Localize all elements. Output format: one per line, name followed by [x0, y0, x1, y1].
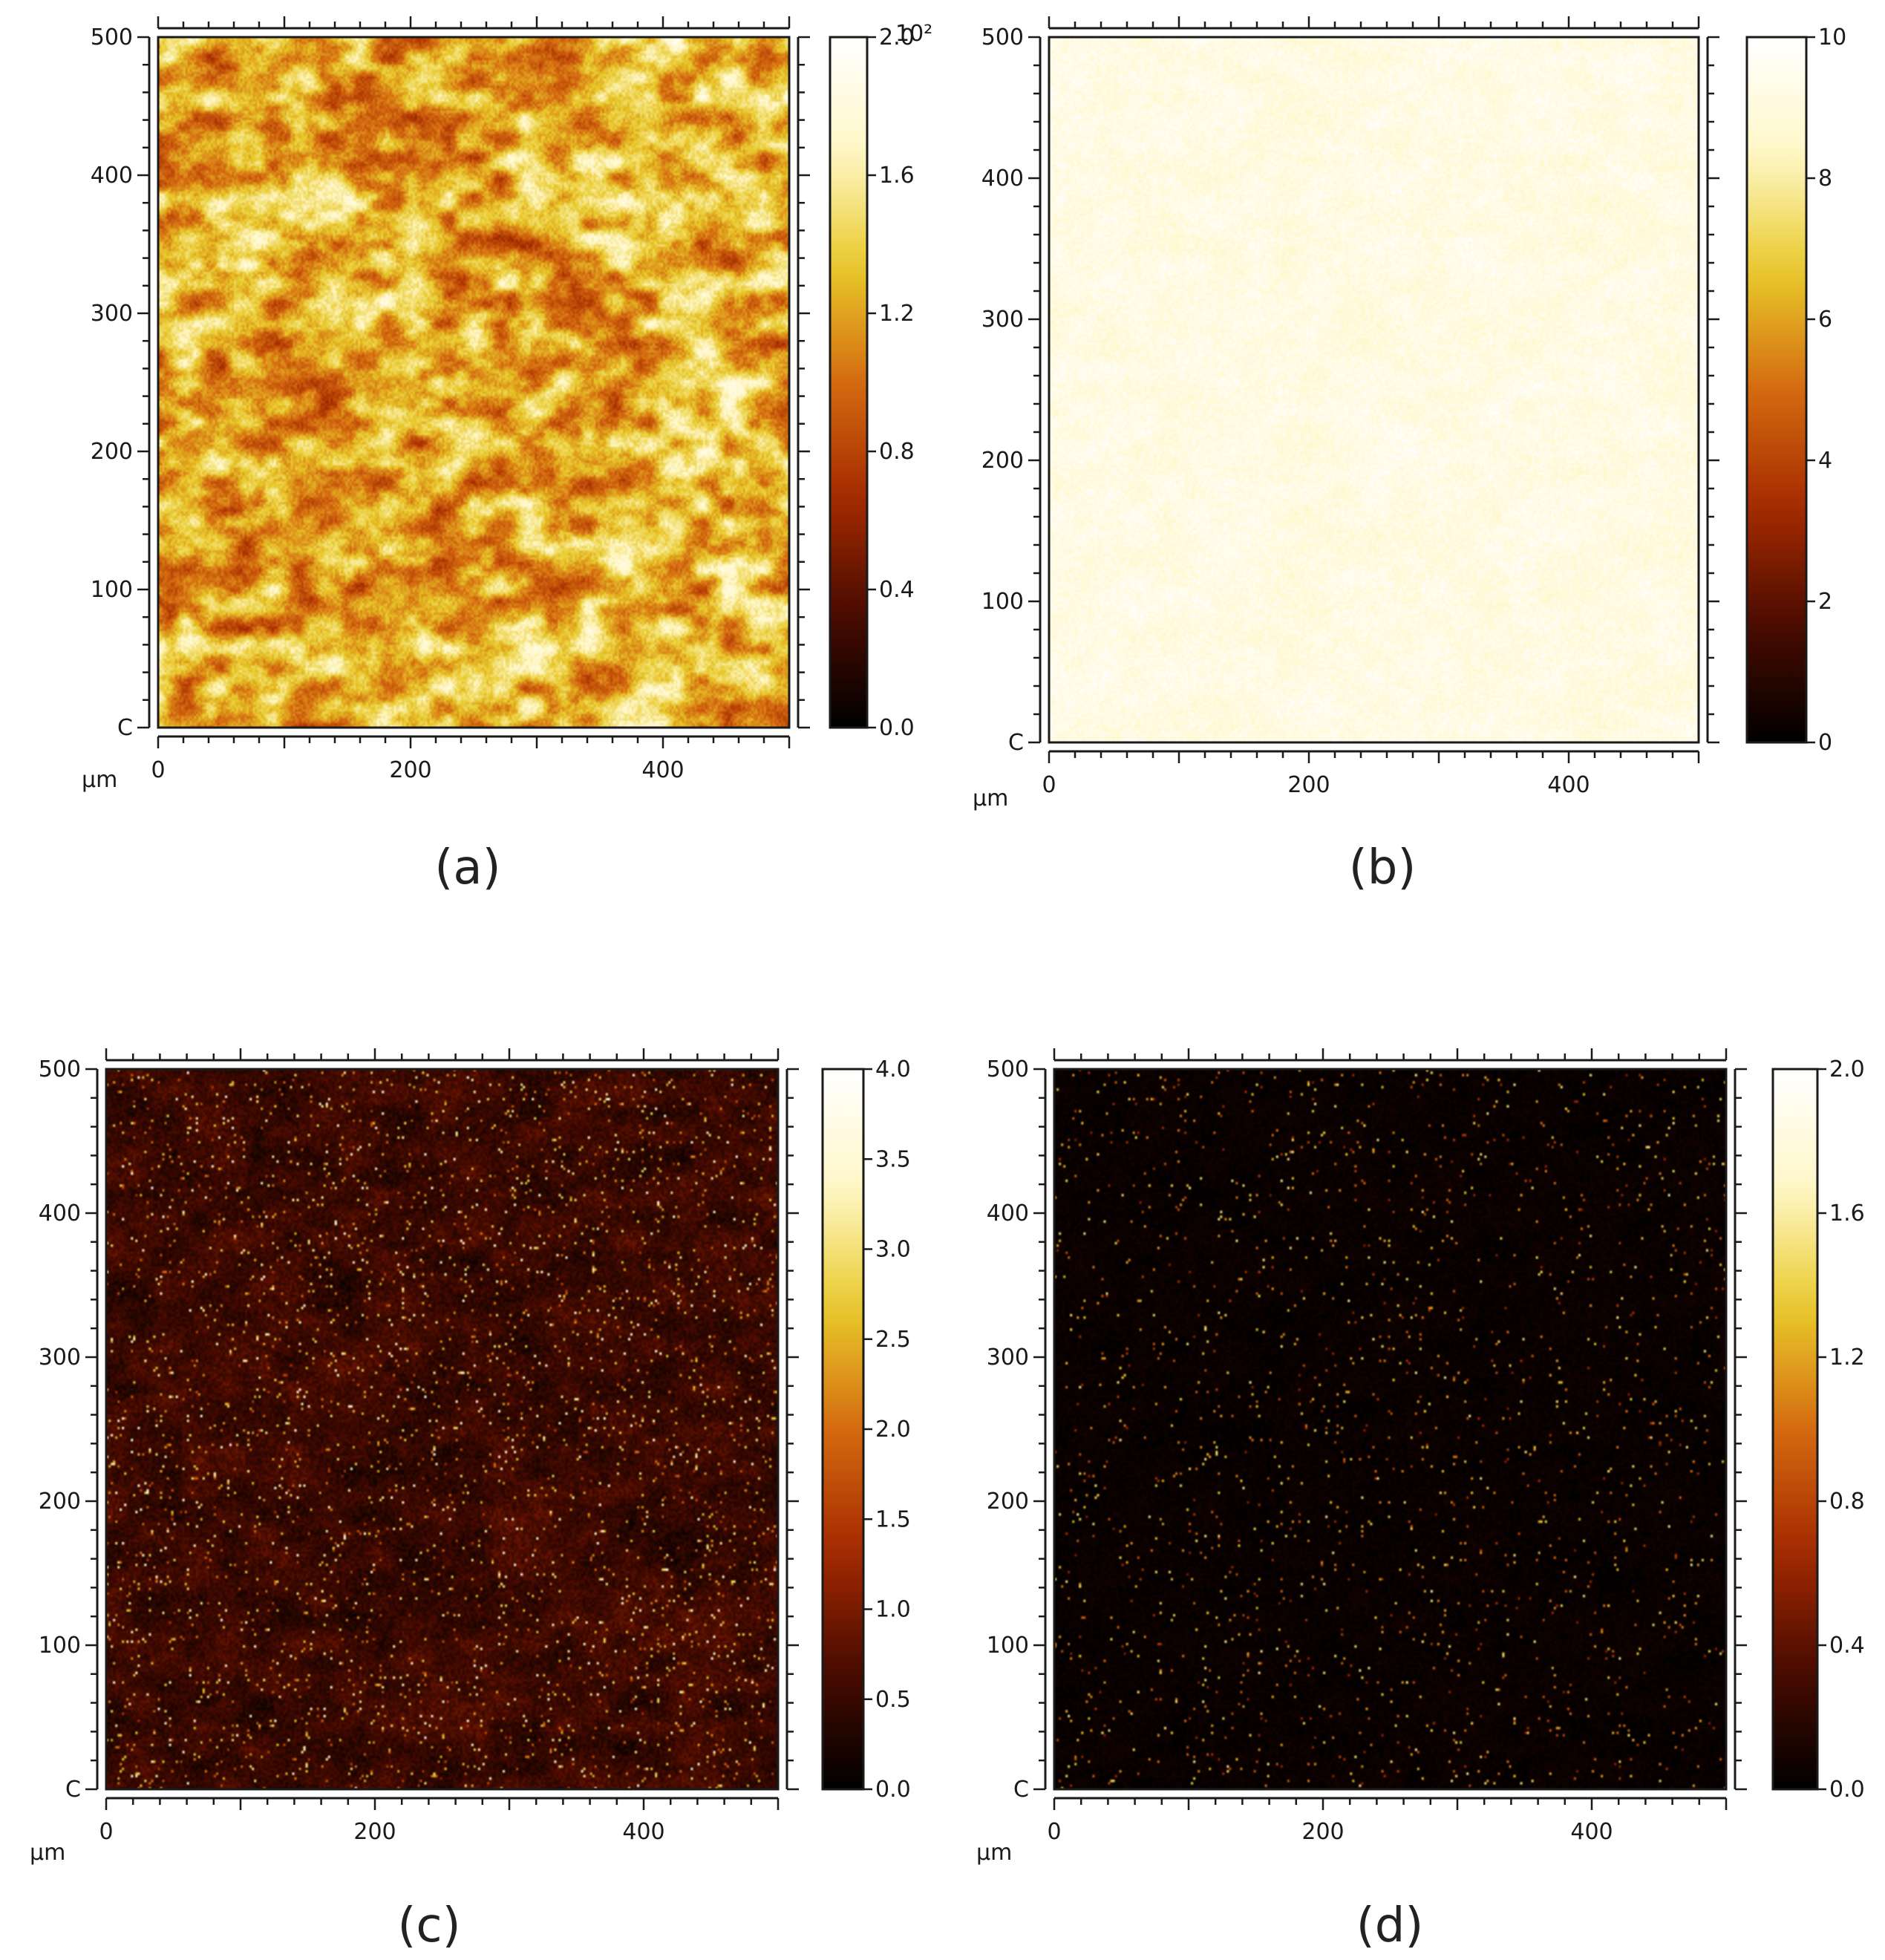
- y-tick-label: 500: [91, 24, 133, 50]
- y-tick-label: C: [1013, 1777, 1029, 1803]
- y-tick-label: C: [117, 715, 133, 741]
- x-tick-label: 400: [1547, 772, 1590, 798]
- colorbar-tick-label: 4: [1818, 448, 1832, 474]
- x-tick-label: 200: [1301, 1819, 1344, 1845]
- plot-frame: [157, 36, 791, 729]
- colorbar-tick-label: 1.2: [1829, 1345, 1865, 1371]
- x-unit-label: µm: [30, 1840, 65, 1866]
- y-tick-label: 400: [987, 1200, 1029, 1226]
- colorbar: [1745, 36, 1808, 744]
- colorbar-tick-label: 0.0: [879, 715, 915, 741]
- colorbar: [821, 1068, 865, 1791]
- panel-b: 0 200 400 C 100 200 300 400 500 µm 0 2 4 6 8 10 (b): [973, 16, 1846, 895]
- y-tick-label: C: [1008, 730, 1024, 756]
- plot-frame: [1053, 1068, 1728, 1791]
- y-tick-label: 300: [987, 1345, 1029, 1371]
- colorbar-tick-label: 0.0: [875, 1777, 911, 1803]
- panel-label: (b): [1349, 840, 1417, 895]
- y-tick-label: 200: [981, 448, 1024, 474]
- colorbar-tick-label: 0.8: [1829, 1489, 1865, 1515]
- colorbar-tick-label: 6: [1818, 307, 1832, 333]
- x-tick-label: 0: [1047, 1819, 1061, 1845]
- x-tick-label: 400: [622, 1819, 664, 1845]
- colorbar-tick-label: 4.0: [875, 1056, 911, 1082]
- colorbar: [829, 36, 869, 729]
- colorbar-tick-label: 2.0: [1829, 1056, 1865, 1082]
- x-tick-label: 0: [151, 757, 165, 783]
- colorbar-tick-label: 3.0: [875, 1237, 911, 1263]
- colorbar-exponent-label: 10²: [895, 21, 932, 47]
- panel-c: 0 200 400 C 100 200 300 400 500 µm 0.0 0.5 1.0 1.5 2.0…: [30, 1048, 911, 1953]
- y-tick-label: 200: [987, 1489, 1029, 1515]
- y-tick-label: 300: [981, 307, 1024, 333]
- y-tick-label: 300: [91, 301, 133, 327]
- colorbar-tick-label: 0: [1818, 730, 1832, 756]
- colorbar-tick-label: 2.5: [875, 1327, 911, 1353]
- colorbar-tick-label: 1.5: [875, 1506, 911, 1532]
- panel-label: (c): [397, 1898, 460, 1953]
- colorbar-tick-label: 2.0: [879, 24, 915, 50]
- colorbar-tick-label: 0.4: [879, 577, 915, 603]
- colorbar-tick-label: 1.6: [1829, 1200, 1865, 1226]
- colorbar-tick-label: 1.0: [875, 1597, 911, 1623]
- heatmap-image: [1054, 1069, 1726, 1789]
- colorbar-tick-label: 0.4: [1829, 1633, 1865, 1659]
- colorbar-tick-label: 10: [1818, 24, 1846, 50]
- y-tick-label: 100: [981, 589, 1024, 615]
- x-tick-label: 0: [1042, 772, 1056, 798]
- x-unit-label: µm: [973, 785, 1008, 811]
- heatmap-image: [158, 37, 789, 728]
- plot-frame: [105, 1068, 780, 1791]
- y-tick-label: 100: [39, 1633, 81, 1659]
- y-tick-label: 300: [39, 1345, 81, 1371]
- y-tick-label: 500: [981, 24, 1024, 50]
- panel-d: 0 200 400 C 100 200 300 400 500 µm 0.0 0.4 0.8 1.2 1.6…: [976, 1048, 1865, 1953]
- y-tick-label: 200: [91, 439, 133, 465]
- x-tick-label: 0: [99, 1819, 113, 1845]
- y-tick-label: 500: [987, 1056, 1029, 1082]
- y-tick-label: 100: [91, 577, 133, 603]
- x-unit-label: µm: [976, 1840, 1012, 1866]
- y-tick-label: 400: [91, 163, 133, 189]
- colorbar-tick-label: 0.8: [879, 439, 915, 465]
- y-tick-label: 100: [987, 1633, 1029, 1659]
- colorbar-tick-label: 3.5: [875, 1146, 911, 1172]
- plot-frame: [1048, 36, 1700, 744]
- colorbar-tick-label: 0.0: [1829, 1777, 1865, 1803]
- colorbar: [1771, 1068, 1819, 1791]
- colorbar-tick-label: 0.5: [875, 1687, 911, 1713]
- x-tick-label: 200: [353, 1819, 396, 1845]
- y-tick-label: 400: [39, 1200, 81, 1226]
- colorbar-tick-label: 8: [1818, 166, 1832, 192]
- panel-label: (d): [1356, 1898, 1424, 1953]
- panel-a: 0 200 400 C 100 200 300 400 500 µm 0.0 0.4 0.8 1.2 1.6…: [82, 16, 932, 895]
- y-tick-label: 500: [39, 1056, 81, 1082]
- x-tick-label: 400: [641, 757, 684, 783]
- colorbar-tick-label: 2: [1818, 589, 1832, 615]
- x-tick-label: 200: [1287, 772, 1330, 798]
- y-tick-label: 400: [981, 166, 1024, 192]
- x-unit-label: µm: [82, 767, 117, 793]
- x-tick-label: 200: [389, 757, 431, 783]
- colorbar-tick-label: 1.6: [879, 163, 915, 189]
- y-tick-label: C: [65, 1777, 81, 1803]
- colorbar-tick-label: 2.0: [875, 1417, 911, 1443]
- y-tick-label: 200: [39, 1489, 81, 1515]
- panel-label: (a): [434, 840, 500, 895]
- heatmap-image: [1049, 37, 1699, 742]
- x-tick-label: 400: [1570, 1819, 1613, 1845]
- heatmap-image: [106, 1069, 778, 1789]
- colorbar-tick-label: 1.2: [879, 301, 915, 327]
